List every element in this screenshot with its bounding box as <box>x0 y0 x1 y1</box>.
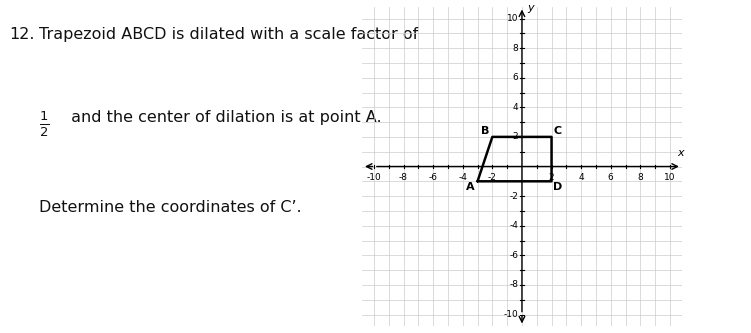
Text: 6: 6 <box>512 73 518 82</box>
Text: -6: -6 <box>509 251 518 260</box>
Text: B: B <box>481 126 489 136</box>
Text: 8: 8 <box>512 44 518 53</box>
Text: 4: 4 <box>578 173 584 182</box>
Text: y: y <box>527 3 534 13</box>
Text: x: x <box>677 149 683 159</box>
Text: 12.: 12. <box>9 27 35 42</box>
Text: D: D <box>553 182 562 192</box>
Text: 6: 6 <box>608 173 614 182</box>
Text: A: A <box>466 182 475 192</box>
Text: -4: -4 <box>458 173 467 182</box>
Text: -8: -8 <box>509 280 518 289</box>
Text: $\frac{1}{2}$: $\frac{1}{2}$ <box>39 110 50 139</box>
Text: Determine the coordinates of C’.: Determine the coordinates of C’. <box>39 200 302 215</box>
Text: Trapezoid ABCD is dilated with a scale factor of: Trapezoid ABCD is dilated with a scale f… <box>39 27 418 42</box>
Text: -2: -2 <box>488 173 496 182</box>
Text: 10: 10 <box>507 14 518 23</box>
Text: -8: -8 <box>399 173 408 182</box>
Text: -4: -4 <box>509 221 518 230</box>
Text: -2: -2 <box>509 191 518 200</box>
Text: 4: 4 <box>513 103 518 112</box>
Text: and the center of dilation is at point A.: and the center of dilation is at point A… <box>66 110 382 125</box>
Text: 2: 2 <box>513 133 518 142</box>
Text: C: C <box>553 126 562 136</box>
Text: 8: 8 <box>638 173 643 182</box>
Text: 2: 2 <box>549 173 554 182</box>
Text: 10: 10 <box>664 173 676 182</box>
Text: -6: -6 <box>429 173 438 182</box>
Text: -10: -10 <box>366 173 382 182</box>
Text: -10: -10 <box>503 310 518 319</box>
